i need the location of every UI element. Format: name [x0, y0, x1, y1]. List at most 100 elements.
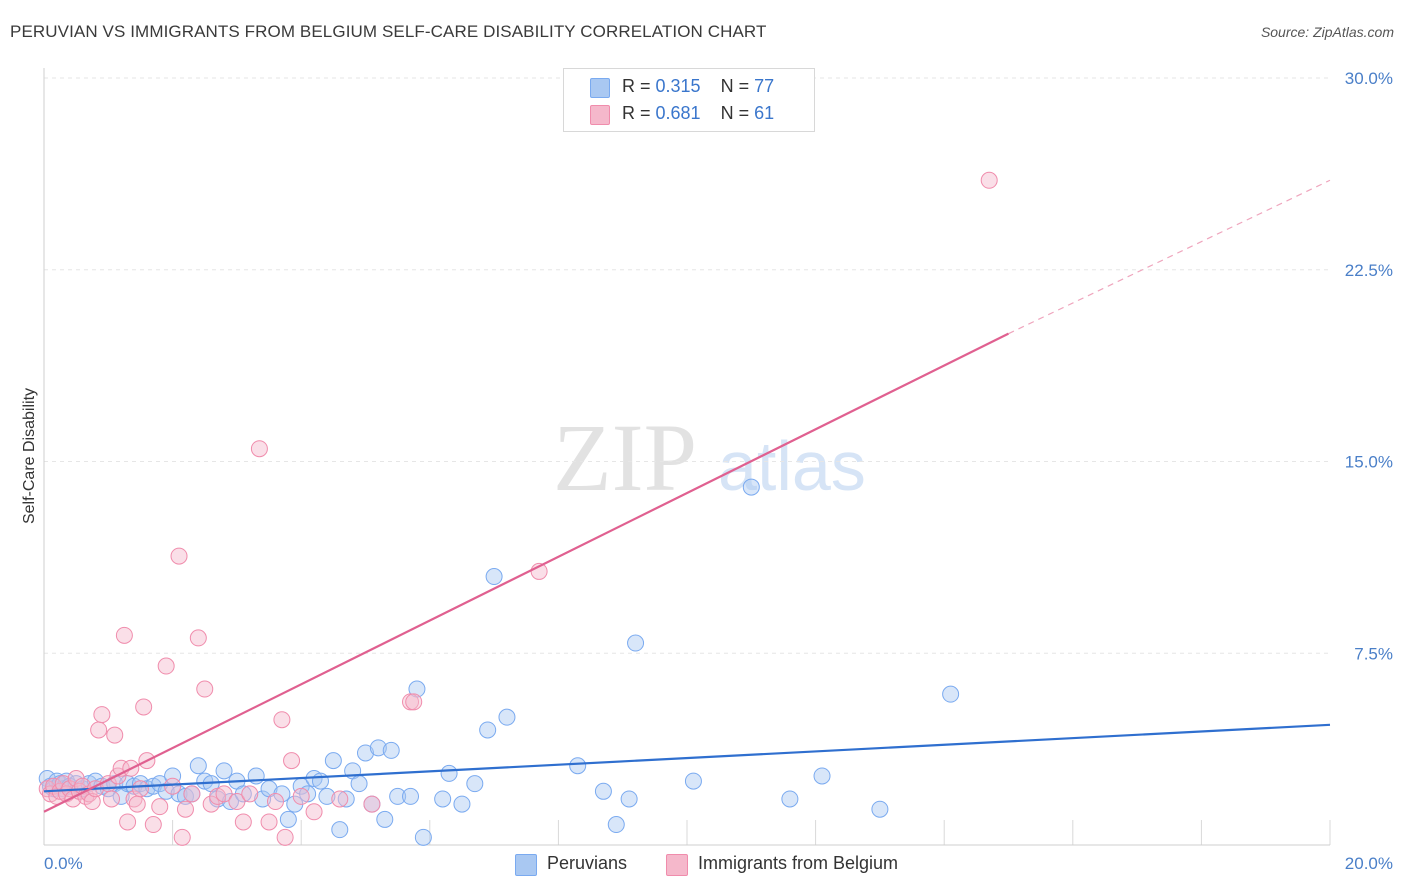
legend-r-label: R =: [622, 76, 656, 96]
data-point: [813, 767, 831, 785]
data-point: [331, 821, 349, 839]
legend-swatch-belgium: [590, 105, 610, 125]
trend-line: [43, 723, 1331, 793]
x-tick-labels: 0.0% 20.0%: [44, 854, 1393, 873]
data-point: [350, 775, 368, 793]
legend-row-belgium: R = 0.681 N = 61: [564, 101, 814, 127]
bottom-legend-label-peruvians: Peruvians: [547, 853, 628, 873]
data-point: [980, 171, 998, 189]
legend-n-label: N =: [720, 76, 755, 96]
legend-r-value: 0.681: [655, 103, 701, 123]
data-point: [389, 787, 407, 805]
legend-swatch-peruvians: [590, 78, 610, 98]
data-point: [369, 739, 387, 757]
x-tick-label: 20.0%: [1345, 854, 1393, 873]
data-point: [318, 787, 336, 805]
data-point: [135, 698, 153, 716]
data-point: [266, 793, 284, 811]
bottom-legend-label-belgium: Immigrants from Belgium: [698, 853, 899, 873]
data-point: [440, 764, 458, 782]
series-belgium: [38, 171, 998, 846]
y-tick-label: 30.0%: [1345, 69, 1393, 88]
data-point: [305, 803, 323, 821]
data-point: [871, 800, 889, 818]
data-point: [292, 787, 310, 805]
data-point: [234, 813, 252, 831]
data-point: [942, 685, 960, 703]
data-point: [196, 680, 214, 698]
gridlines: [44, 77, 1331, 845]
data-point: [228, 793, 246, 811]
data-point: [131, 780, 149, 798]
bottom-legend-swatch-belgium: [666, 854, 688, 876]
watermark: ZIP atlas: [553, 404, 866, 511]
data-point: [273, 711, 291, 729]
data-point: [144, 816, 162, 834]
data-point: [279, 810, 297, 828]
data-point: [215, 762, 233, 780]
data-point: [466, 775, 484, 793]
data-point: [607, 816, 625, 834]
data-point: [125, 790, 143, 808]
data-point: [157, 657, 175, 675]
data-point: [382, 741, 400, 759]
data-point: [337, 790, 355, 808]
data-point: [215, 785, 233, 803]
stats-legend: R = 0.315 N = 77 R = 0.681 N = 61: [563, 68, 815, 132]
data-point: [453, 795, 471, 813]
bottom-legend: Peruvians Immigrants from Belgium: [0, 851, 1406, 877]
x-tick-label: 0.0%: [44, 854, 83, 873]
data-point: [189, 629, 207, 647]
legend-n-value: 77: [754, 76, 775, 96]
data-point: [276, 828, 294, 846]
axes: [43, 68, 1330, 846]
bottom-legend-swatch-peruvians: [515, 854, 537, 876]
data-point: [414, 828, 432, 846]
data-point: [151, 798, 169, 816]
data-point: [402, 787, 420, 805]
data-point: [781, 790, 799, 808]
series-peruvians: [38, 478, 960, 846]
data-point: [173, 828, 191, 846]
data-point: [260, 813, 278, 831]
data-point: [283, 752, 301, 770]
y-tick-label: 7.5%: [1354, 644, 1393, 663]
data-point: [620, 790, 638, 808]
data-point: [363, 795, 381, 813]
data-point: [83, 793, 101, 811]
data-point: [250, 440, 268, 458]
data-point: [176, 800, 194, 818]
trend-line: [43, 332, 1009, 813]
chart-title: PERUVIAN VS IMMIGRANTS FROM BELGIUM SELF…: [10, 22, 767, 41]
data-point: [485, 568, 503, 586]
data-point: [93, 706, 111, 724]
data-point: [170, 547, 188, 565]
data-point: [241, 785, 259, 803]
data-point: [103, 790, 121, 808]
data-point: [405, 693, 423, 711]
trend-lines: [43, 179, 1331, 813]
data-point: [594, 782, 612, 800]
data-point: [498, 708, 516, 726]
data-point: [183, 785, 201, 803]
data-point: [119, 813, 137, 831]
legend-row-peruvians: R = 0.315 N = 77: [564, 74, 814, 100]
data-point: [106, 726, 124, 744]
y-tick-label: 22.5%: [1345, 261, 1393, 280]
legend-r-label: R =: [622, 103, 656, 123]
data-point: [569, 757, 587, 775]
trend-line-extension: [1008, 179, 1331, 335]
data-point: [627, 634, 645, 652]
legend-r-value: 0.315: [655, 76, 701, 96]
y-axis-title: Self-Care Disability: [21, 388, 38, 524]
data-point: [311, 772, 329, 790]
y-tick-labels: 7.5% 15.0% 22.5% 30.0%: [1345, 69, 1393, 663]
data-point: [357, 744, 374, 762]
legend-n-value: 61: [754, 103, 775, 123]
data-point: [324, 752, 342, 770]
data-point: [434, 790, 452, 808]
data-point: [479, 721, 497, 739]
data-point: [331, 790, 349, 808]
data-point: [164, 777, 182, 795]
y-tick-label: 15.0%: [1345, 453, 1393, 472]
